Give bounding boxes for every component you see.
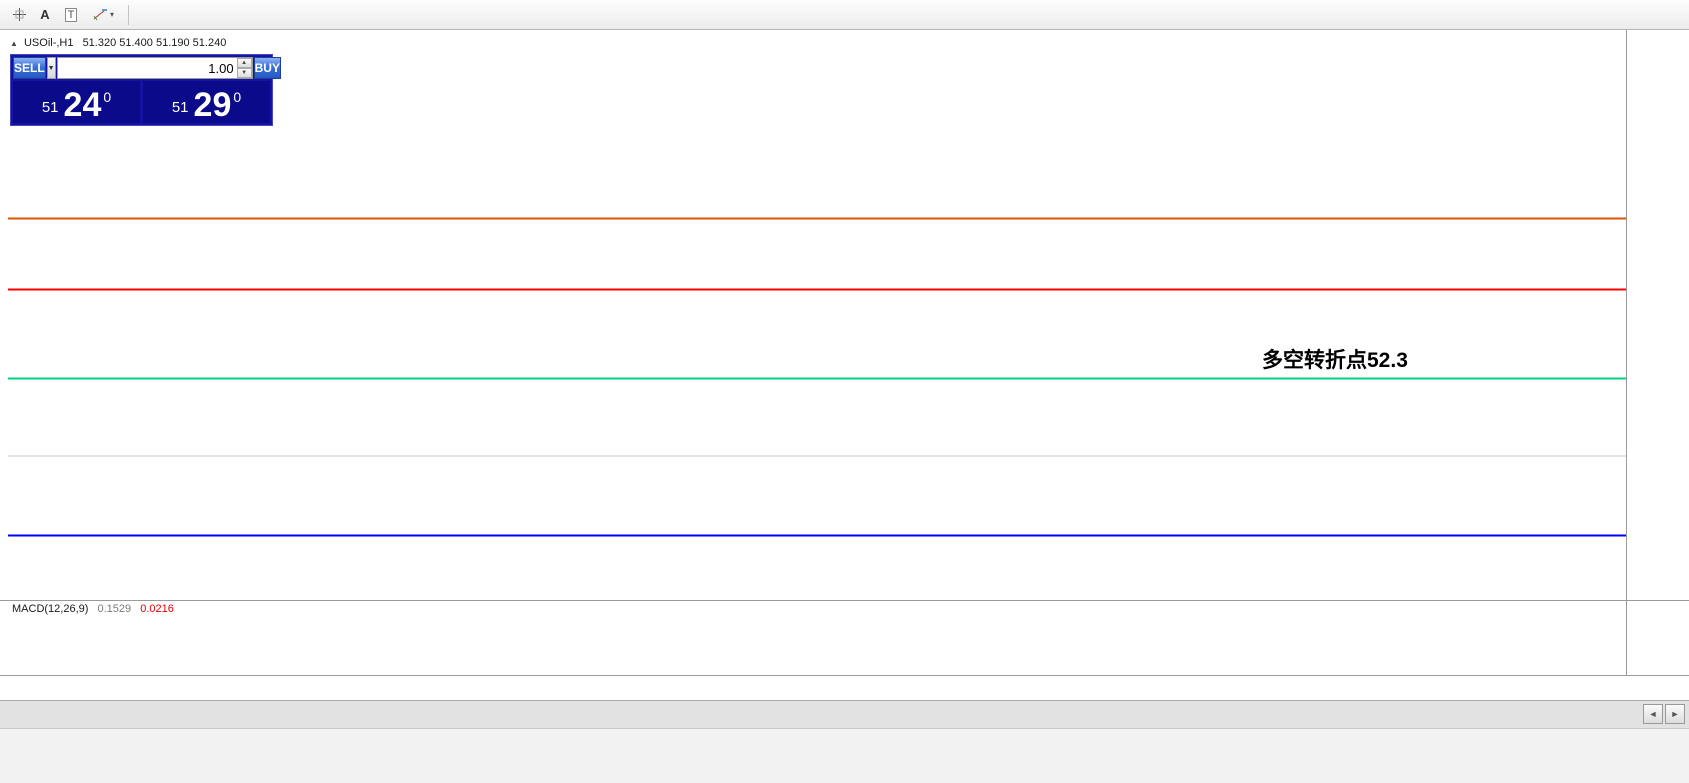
tab-scroll-left-button[interactable]: ◄ bbox=[1643, 704, 1663, 724]
text-tool-icon: A bbox=[40, 7, 50, 22]
macd-main-value: 0.1529 bbox=[97, 603, 132, 615]
volume-dropdown-button[interactable]: ▼ bbox=[46, 57, 56, 79]
chart-window[interactable]: ▲ USOil-,H1 51.320 51.400 51.190 51.240 … bbox=[0, 30, 1689, 700]
spinner-down-icon: ▼ bbox=[241, 70, 248, 76]
sell-price-pipette: 0 bbox=[103, 89, 112, 105]
sell-price-pips: 24 bbox=[63, 86, 102, 124]
crosshair-tool-button[interactable] bbox=[6, 4, 32, 26]
one-click-trading-panel: SELL ▼ ▲ ▼ BUY 51 24 0 51 bbox=[10, 54, 281, 126]
scroll-right-icon: ► bbox=[1670, 709, 1680, 719]
tab-scroll-right-button[interactable]: ► bbox=[1665, 704, 1685, 724]
candlestick-chart[interactable] bbox=[0, 30, 1689, 700]
buy-price-display[interactable]: 51 29 0 bbox=[143, 81, 270, 123]
crosshair-icon bbox=[12, 8, 26, 21]
shapes-icon bbox=[93, 9, 107, 21]
chart-title: ▲ USOil-,H1 51.320 51.400 51.190 51.240 bbox=[10, 37, 226, 49]
buy-price-pipette: 0 bbox=[233, 89, 242, 105]
volume-input[interactable] bbox=[57, 58, 237, 78]
text-tool-button[interactable]: A bbox=[32, 4, 58, 26]
ohlc-values: 51.320 51.400 51.190 51.240 bbox=[82, 37, 227, 49]
sell-price-big-figure: 51 bbox=[41, 99, 59, 116]
volume-spinner: ▲ ▼ bbox=[236, 58, 252, 78]
text-label-icon: T bbox=[64, 7, 78, 22]
sell-price-display[interactable]: 51 24 0 bbox=[13, 81, 140, 123]
volume-field: ▲ ▼ bbox=[56, 57, 253, 79]
price-axis[interactable] bbox=[1626, 30, 1689, 700]
toolbar-separator bbox=[128, 4, 129, 25]
trade-panel-controls: SELL ▼ ▲ ▼ BUY bbox=[13, 57, 281, 79]
buy-price-big-figure: 51 bbox=[171, 99, 189, 116]
chart-icon: ▲ bbox=[10, 39, 18, 48]
time-axis[interactable] bbox=[0, 675, 1689, 700]
chart-tab-bar: ◄ ► bbox=[0, 700, 1689, 728]
macd-name: MACD(12,26,9) bbox=[12, 603, 89, 615]
buy-button[interactable]: BUY bbox=[253, 57, 281, 79]
toolbar: A T ▾ bbox=[0, 0, 1689, 30]
scroll-left-icon: ◄ bbox=[1648, 709, 1658, 719]
status-bar bbox=[0, 728, 1689, 783]
chart-symbol-timeframe: USOil-,H1 bbox=[23, 37, 74, 49]
line-studies-button[interactable]: ▾ bbox=[84, 4, 122, 26]
dropdown-arrow-icon: ▼ bbox=[47, 64, 55, 72]
text-label-tool-button[interactable]: T bbox=[58, 4, 84, 26]
macd-signal-value: 0.0216 bbox=[140, 603, 174, 615]
sell-button[interactable]: SELL bbox=[13, 57, 46, 79]
macd-indicator-label: MACD(12,26,9) 0.1529 0.0216 bbox=[12, 603, 174, 615]
buy-price-pips: 29 bbox=[193, 86, 232, 124]
tab-scroll-controls: ◄ ► bbox=[1643, 704, 1685, 724]
chart-annotation: 多空转折点52.3 bbox=[1262, 349, 1408, 372]
trade-panel-quotes: 51 24 0 51 29 0 bbox=[13, 81, 270, 123]
volume-increase-button[interactable]: ▲ bbox=[236, 58, 252, 68]
volume-decrease-button[interactable]: ▼ bbox=[236, 68, 252, 78]
dropdown-arrow-icon: ▾ bbox=[109, 10, 114, 19]
spinner-up-icon: ▲ bbox=[241, 60, 248, 66]
